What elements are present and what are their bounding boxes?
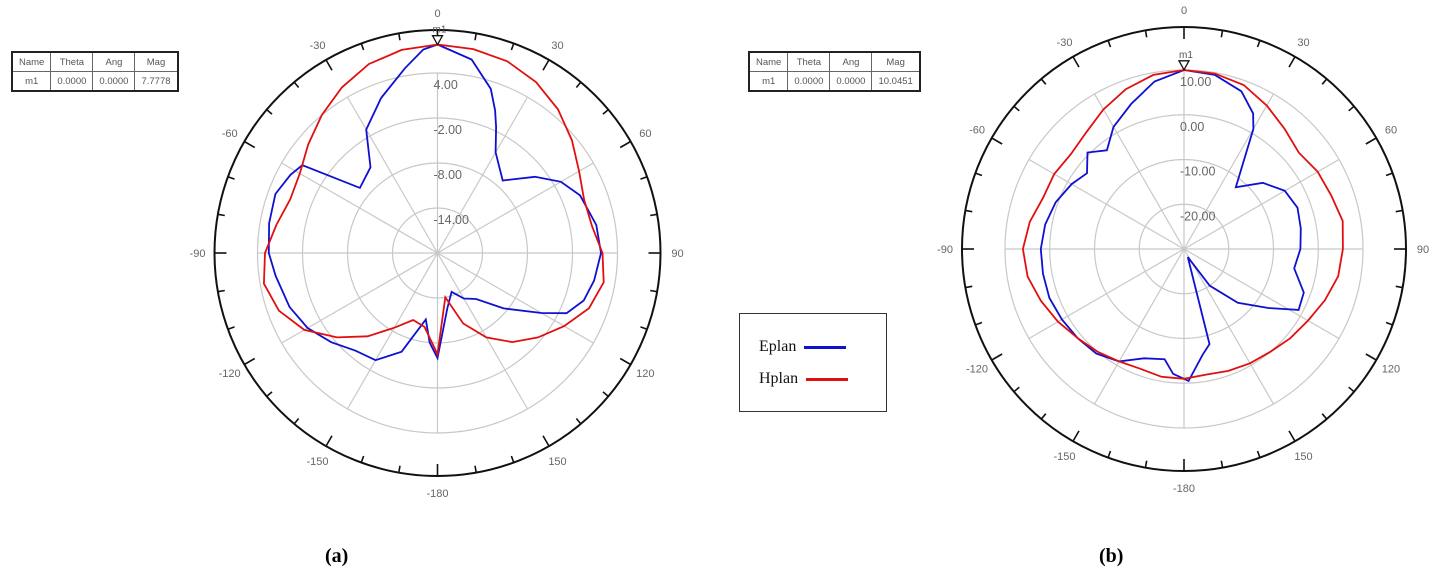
red-line-swatch-icon <box>806 377 849 381</box>
header-name: Name <box>11 51 52 72</box>
caption-b: (b) <box>1099 545 1124 567</box>
angle-label: 30 <box>1297 37 1309 49</box>
cell-ang: 0.0000 <box>829 71 873 92</box>
angle-label: 150 <box>1294 451 1312 463</box>
angle-label: 90 <box>1417 244 1429 256</box>
blue-line-swatch-icon <box>804 345 847 349</box>
angle-label: -150 <box>306 456 328 468</box>
angle-label: 30 <box>551 40 563 52</box>
angle-label: -30 <box>1057 37 1073 49</box>
cell-name: m1 <box>11 71 52 92</box>
angle-label: 90 <box>671 248 683 260</box>
angle-label: 120 <box>1382 364 1400 376</box>
legend-label: Hplan <box>759 370 799 387</box>
angle-label: 0 <box>434 8 440 20</box>
radial-label: 10.00 <box>1180 75 1211 89</box>
angle-label: 60 <box>639 128 651 140</box>
marker-triangle-icon <box>431 35 444 47</box>
angle-label: 60 <box>1385 125 1397 137</box>
radial-label: -10.00 <box>1180 165 1215 179</box>
cell-ang: 0.0000 <box>92 71 136 92</box>
cell-theta: 0.0000 <box>50 71 94 92</box>
marker-table-header: Name Theta Ang Mag <box>11 51 179 72</box>
angle-label: -90 <box>190 248 206 260</box>
series-hplan-line <box>1021 69 1344 380</box>
angle-label: -180 <box>1173 483 1195 495</box>
header-ang: Ang <box>92 51 136 72</box>
angle-label: 0 <box>1181 5 1187 17</box>
header-mag: Mag <box>871 51 921 72</box>
marker-label: m1 <box>433 25 447 36</box>
legend-label: Eplan <box>759 338 797 355</box>
caption-a: (a) <box>325 545 349 567</box>
angle-label: -60 <box>969 125 985 137</box>
series-eplan-line <box>1039 69 1305 383</box>
angle-label: 120 <box>636 368 654 380</box>
angle-label: -90 <box>937 244 953 256</box>
header-theta: Theta <box>787 51 831 72</box>
radial-label: 4.00 <box>434 78 458 92</box>
angle-label: -150 <box>1053 451 1075 463</box>
radiation-pattern-panel-b: 0 30 60 90 120 150 -180 -150 -120 -90 -60 -30 10.00 0… <box>716 0 1433 579</box>
legend: Eplan Hplan <box>739 313 887 412</box>
angle-label: 150 <box>548 456 566 468</box>
series-hplan-line <box>262 43 605 358</box>
radial-label: -20.00 <box>1180 209 1215 223</box>
marker-label: m1 <box>1179 50 1193 61</box>
marker-table-a: Name Theta Ang Mag m1 0.0000 0.0000 7.77… <box>11 51 179 92</box>
angle-label: -120 <box>966 364 988 376</box>
polar-grid: 0 30 60 90 120 150 -180 -150 -120 -90 -60 -30 10.00 0… <box>937 5 1429 495</box>
cell-theta: 0.0000 <box>787 71 831 92</box>
angle-label: -180 <box>426 488 448 500</box>
radial-label: -2.00 <box>434 123 463 137</box>
legend-item-eplan: Eplan <box>759 338 847 356</box>
header-mag: Mag <box>134 51 179 72</box>
cell-name: m1 <box>748 71 789 92</box>
marker-table-header: Name Theta Ang Mag <box>748 51 921 72</box>
radial-label: -8.00 <box>434 168 463 182</box>
radial-label: 0.00 <box>1180 120 1204 134</box>
marker-table-b: Name Theta Ang Mag m1 0.0000 0.0000 10.0… <box>748 51 921 92</box>
angle-label: -60 <box>222 128 238 140</box>
header-ang: Ang <box>829 51 873 72</box>
radiation-pattern-panel-a: 0 30 60 90 120 150 -180 -150 -120 -90 -60 -30 4.00 -2… <box>0 0 716 579</box>
marker-table-row: m1 0.0000 0.0000 10.0451 <box>748 71 921 92</box>
angle-label: -120 <box>219 368 241 380</box>
cell-mag: 7.7778 <box>134 71 179 92</box>
polar-plot-a: 0 30 60 90 120 150 -180 -150 -120 -90 -60 -30 4.00 -2… <box>190 8 684 500</box>
header-theta: Theta <box>50 51 94 72</box>
polar-grid: 0 30 60 90 120 150 -180 -150 -120 -90 -60 -30 4.00 -2… <box>190 8 684 500</box>
polar-plot-b: 0 30 60 90 120 150 -180 -150 -120 -90 -60 -30 10.00 0… <box>937 5 1429 495</box>
angle-label: -30 <box>310 40 326 52</box>
header-name: Name <box>748 51 789 72</box>
marker-triangle-icon <box>1177 60 1191 72</box>
cell-mag: 10.0451 <box>871 71 921 92</box>
legend-item-hplan: Hplan <box>759 370 849 388</box>
marker-table-row: m1 0.0000 0.0000 7.7778 <box>11 71 179 92</box>
radial-label: -14.00 <box>434 213 469 227</box>
